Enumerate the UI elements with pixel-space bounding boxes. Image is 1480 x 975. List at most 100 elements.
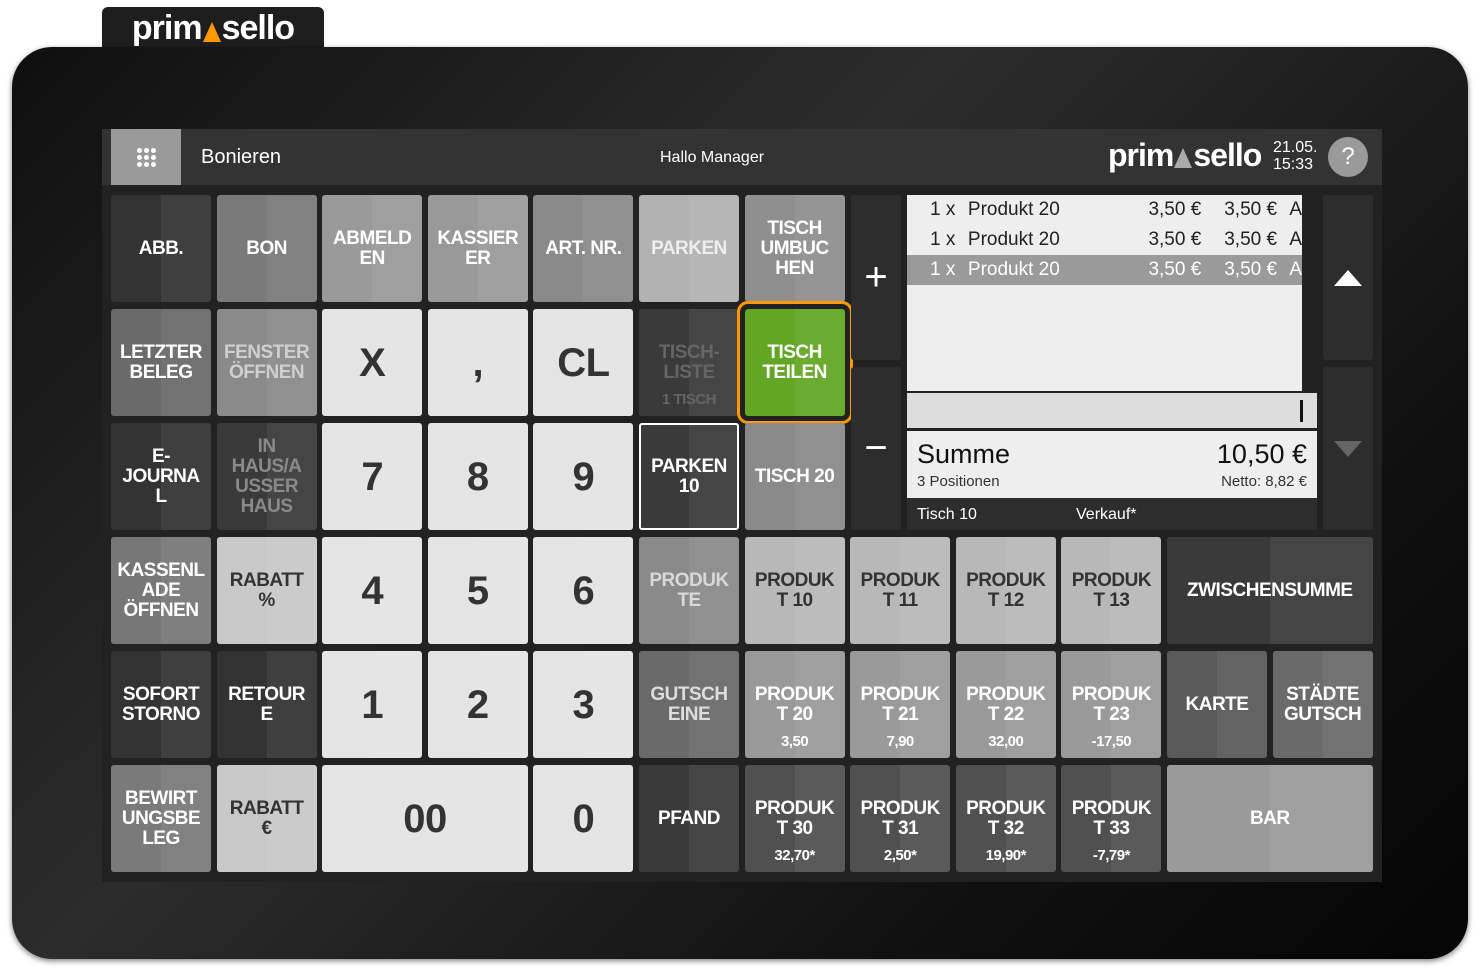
scroll-down-button[interactable] — [1323, 367, 1373, 530]
line-name: Produkt 20 — [967, 229, 1060, 250]
amount-input[interactable] — [907, 393, 1317, 428]
button-price: 3,50 — [780, 733, 809, 750]
button-2[interactable]: 2 — [427, 651, 528, 758]
button-label: PARKEN — [651, 237, 727, 259]
button-fenster-öffnen[interactable]: FENSTER ÖFFNEN — [216, 309, 317, 416]
button-4[interactable]: 4 — [322, 537, 423, 644]
button-abb[interactable]: ABB. — [111, 195, 211, 302]
button-städte-gutsch[interactable]: STÄDTE GUTSCH — [1272, 651, 1373, 758]
button-produk-t-13[interactable]: PRODUK T 13 — [1061, 537, 1162, 644]
button-[interactable]: , — [427, 309, 528, 416]
button-karte[interactable]: KARTE — [1167, 651, 1267, 758]
date: 21.05. — [1273, 139, 1318, 156]
button-label: PRODUK T 12 — [966, 569, 1046, 611]
positions-count: 3 Positionen — [917, 473, 1000, 490]
button-tisch-umbuc-hen[interactable]: TISCH UMBUC HEN — [744, 195, 845, 302]
button-0[interactable]: 0 — [533, 765, 634, 872]
button-tisch-20[interactable]: TISCH 20 — [744, 423, 845, 530]
button-label: TISCH- LISTE — [658, 341, 720, 383]
button-label: TISCH UMBUC HEN — [760, 217, 829, 279]
button-price: 7,90 — [886, 733, 915, 750]
button-produk-t-22[interactable]: PRODUK T 22 32,00 — [955, 651, 1056, 758]
button-3[interactable]: 3 — [533, 651, 634, 758]
button-5[interactable]: 5 — [427, 537, 528, 644]
button-label: PRODUK T 30 — [754, 797, 835, 839]
button-produk-t-30[interactable]: PRODUK T 30 32,70* — [744, 765, 845, 872]
button-kassenl-ade-öffnen[interactable]: KASSENL ADE ÖFFNEN — [111, 537, 211, 644]
plus-button[interactable]: + — [851, 195, 901, 360]
button-7[interactable]: 7 — [322, 423, 423, 530]
button-label: 7 — [361, 454, 384, 499]
button-price: 2,50* — [883, 847, 917, 864]
receipt-line[interactable]: 1 x Produkt 20 3,50 € 3,50 € A — [907, 255, 1302, 285]
button-produk-t-32[interactable]: PRODUK T 32 19,90* — [955, 765, 1056, 872]
primasello-logo: prim sello — [131, 8, 295, 47]
text-cursor — [1300, 400, 1303, 422]
button-produk-t-20[interactable]: PRODUK T 20 3,50 — [744, 651, 845, 758]
button-produk-t-21[interactable]: PRODUK T 21 7,90 — [850, 651, 951, 758]
button-label: 2 — [466, 682, 489, 727]
button-kassier-er[interactable]: KASSIER ER — [427, 195, 528, 302]
button-gutsch-eine[interactable]: GUTSCH EINE — [639, 651, 739, 758]
button-in-haus-a-usser-haus[interactable]: IN HAUS/A USSER HAUS — [216, 423, 317, 530]
line-total: 3,50 € — [1224, 199, 1278, 220]
button-produk-t-12[interactable]: PRODUK T 12 — [955, 537, 1056, 644]
button-produk-t-10[interactable]: PRODUK T 10 — [744, 537, 845, 644]
button-label: PRODUK TE — [649, 569, 729, 611]
line-total: 3,50 € — [1224, 259, 1278, 280]
line-qty: 1 x — [930, 199, 956, 220]
button-letzter-beleg[interactable]: LETZTER BELEG — [111, 309, 211, 416]
button-6[interactable]: 6 — [533, 537, 634, 644]
button-produk-te[interactable]: PRODUK TE — [639, 537, 739, 644]
line-price: 3,50 € — [1148, 199, 1202, 220]
button-bar[interactable]: BAR — [1167, 765, 1373, 872]
button-retour-e[interactable]: RETOUR E — [216, 651, 317, 758]
button-tisch-liste[interactable]: TISCH- LISTE 1 TISCH — [639, 309, 739, 416]
button-pfand[interactable]: PFAND — [639, 765, 739, 872]
line-total: 3,50 € — [1224, 229, 1278, 250]
button-price: 32,70* — [774, 847, 815, 864]
scroll-up-button[interactable] — [1323, 195, 1373, 360]
button-9[interactable]: 9 — [533, 423, 634, 530]
button-label: RABATT % — [229, 569, 304, 611]
minus-button[interactable]: − — [851, 367, 901, 530]
button-zwischensumme[interactable]: ZWISCHENSUMME — [1167, 537, 1373, 644]
button-x[interactable]: X — [322, 309, 423, 416]
button-rabatt[interactable]: RABATT % — [216, 537, 317, 644]
button-art-nr[interactable]: ART. NR. — [533, 195, 634, 302]
help-button[interactable]: ? — [1328, 137, 1368, 177]
button-parken-10[interactable]: PARKEN 10 — [639, 423, 739, 530]
button-label: ZWISCHENSUMME — [1187, 579, 1353, 601]
sum-value: 10,50 € — [1216, 439, 1307, 469]
pos-screen: Bonieren Hallo Manager prim sello 21.05. 1… — [102, 129, 1382, 882]
button-label: PRODUK T 11 — [860, 569, 941, 611]
button-e-journa-l[interactable]: E- JOURNA L — [111, 423, 211, 530]
button-produk-t-31[interactable]: PRODUK T 31 2,50* — [850, 765, 951, 872]
line-price: 3,50 € — [1148, 229, 1202, 250]
button-00[interactable]: 00 — [322, 765, 528, 872]
button-bewirt-ungsbe-leg[interactable]: BEWIRT UNGSBE LEG — [111, 765, 211, 872]
button-produk-t-33[interactable]: PRODUK T 33 -7,79* — [1061, 765, 1162, 872]
receipt-line[interactable]: 1 x Produkt 20 3,50 € 3,50 € A — [907, 195, 1302, 225]
button-8[interactable]: 8 — [427, 423, 528, 530]
button-produk-t-11[interactable]: PRODUK T 11 — [850, 537, 951, 644]
button-parken[interactable]: PARKEN — [639, 195, 739, 302]
button-sofort-storno[interactable]: SOFORT STORNO — [111, 651, 211, 758]
button-produk-t-23[interactable]: PRODUK T 23 -17,50 — [1061, 651, 1162, 758]
button-label: BEWIRT UNGSBE LEG — [121, 787, 201, 849]
button-rabatt[interactable]: RABATT € — [216, 765, 317, 872]
line-vat: A — [1289, 229, 1302, 250]
button-label: PRODUK T 32 — [966, 797, 1046, 839]
netto-value: Netto: 8,82 € — [1221, 473, 1307, 490]
button-1[interactable]: 1 — [322, 651, 423, 758]
menu-button[interactable] — [111, 129, 181, 185]
button-price: 19,90* — [985, 847, 1027, 864]
button-tisch-teilen[interactable]: TISCH TEILEN — [736, 301, 853, 424]
button-bon[interactable]: BON — [216, 195, 317, 302]
button-label: 1 — [361, 682, 384, 727]
button-label: 0 — [572, 796, 595, 841]
receipt-line[interactable]: 1 x Produkt 20 3,50 € 3,50 € A — [907, 225, 1302, 255]
button-abmeld-en[interactable]: ABMELD EN — [322, 195, 423, 302]
button-cl[interactable]: CL — [533, 309, 634, 416]
brand-tab: prim sello — [102, 7, 324, 49]
